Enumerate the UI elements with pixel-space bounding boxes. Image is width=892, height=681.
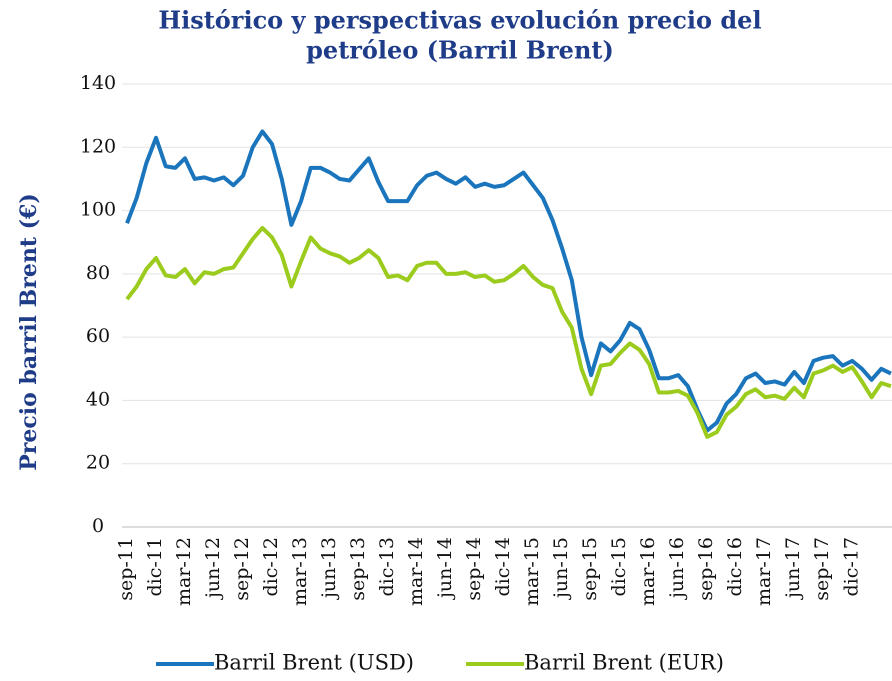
x-tick-label: sep-11	[115, 537, 137, 601]
x-tick-label: dic-11	[144, 537, 166, 596]
x-tick-label: mar-16	[637, 537, 659, 606]
y-tick-label: 140	[80, 72, 116, 94]
y-tick-label: 20	[86, 452, 110, 474]
y-tick-label: 80	[86, 262, 110, 284]
y-tick-label: 0	[92, 515, 104, 537]
x-tick-label: jun-14	[434, 537, 456, 600]
x-tick-label: dic-12	[260, 537, 282, 596]
x-tick-label: mar-17	[753, 537, 775, 606]
x-tick-label: sep-13	[347, 537, 369, 601]
chart-title: Histórico y perspectivas evolución preci…	[158, 6, 761, 35]
x-tick-label: mar-14	[405, 537, 427, 606]
x-tick-label: dic-14	[492, 537, 514, 596]
x-tick-label: jun-16	[666, 537, 688, 600]
series-line	[125, 129, 892, 433]
x-tick-label: jun-17	[782, 537, 804, 600]
x-tick-label: jun-15	[550, 537, 572, 600]
y-tick-label: 120	[80, 135, 116, 157]
y-tick-label: 40	[86, 388, 110, 410]
x-tick-label: mar-12	[173, 537, 195, 606]
x-tick-label: jun-13	[318, 537, 340, 600]
x-tick-label: mar-13	[289, 537, 311, 606]
y-tick-label: 60	[86, 325, 110, 347]
x-tick-label: mar-15	[521, 537, 543, 606]
legend-label: Barril Brent (USD)	[214, 651, 414, 675]
legend-label: Barril Brent (EUR)	[524, 651, 724, 675]
series-line	[125, 225, 892, 439]
x-tick-label: dic-13	[376, 537, 398, 596]
x-tick-label: sep-17	[811, 537, 833, 601]
y-axis-label: Precio barril Brent (€)	[16, 193, 42, 471]
chart-title: petróleo (Barril Brent)	[306, 36, 614, 65]
x-tick-label: dic-16	[724, 537, 746, 596]
x-tick-label: sep-14	[463, 537, 485, 601]
y-tick-label: 100	[80, 199, 116, 221]
x-tick-label: dic-17	[840, 537, 862, 596]
x-tick-label: sep-16	[695, 537, 717, 601]
x-tick-label: sep-12	[231, 537, 253, 601]
x-tick-label: dic-15	[608, 537, 630, 596]
x-tick-label: jun-12	[202, 537, 224, 600]
x-tick-label: sep-15	[579, 537, 601, 601]
